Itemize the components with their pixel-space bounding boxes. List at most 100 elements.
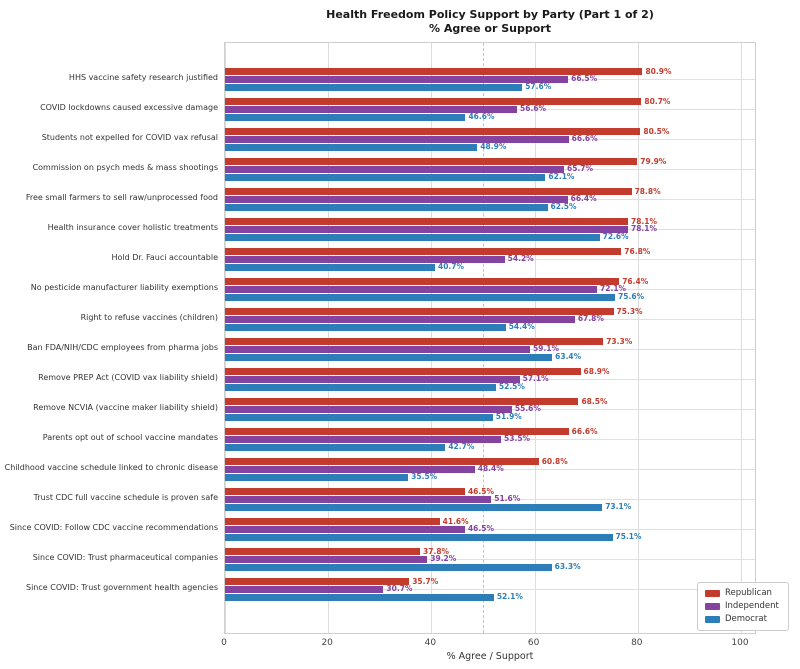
bar-republican — [225, 518, 440, 525]
bar-independent — [225, 375, 520, 383]
y-category-label: Trust CDC full vaccine schedule is prove… — [33, 493, 218, 503]
value-label-independent: 66.5% — [571, 74, 598, 84]
gridline-y — [225, 468, 755, 470]
value-label-independent: 51.6% — [494, 494, 521, 504]
value-label-republican: 80.5% — [643, 126, 670, 136]
bar-republican — [225, 68, 643, 75]
y-category-label: No pesticide manufacturer liability exem… — [30, 283, 218, 293]
bar-republican — [225, 98, 642, 105]
value-label-republican: 60.8% — [541, 456, 568, 466]
bar-democrat — [225, 443, 446, 451]
y-category-label: Remove NCVIA (vaccine maker liability sh… — [33, 403, 218, 413]
bar-independent — [225, 255, 505, 263]
y-category-label: Free small farmers to sell raw/unprocess… — [25, 193, 218, 203]
bar-democrat — [225, 353, 553, 361]
value-label-democrat: 72.6% — [602, 232, 629, 242]
legend-swatch-republican — [705, 590, 720, 597]
legend-label: Democrat — [725, 614, 767, 624]
value-label-democrat: 51.9% — [495, 412, 522, 422]
bar-independent — [225, 585, 384, 593]
bar-independent — [225, 495, 492, 503]
y-category-label: Since COVID: Trust government health age… — [26, 583, 218, 593]
bar-independent — [225, 435, 502, 443]
bar-republican — [225, 578, 410, 585]
chart-title: Health Freedom Policy Support by Party (… — [326, 8, 654, 21]
bar-republican — [225, 368, 581, 375]
value-label-democrat: 42.7% — [448, 442, 475, 452]
bar-democrat — [225, 593, 494, 601]
x-tick-label: 40 — [424, 638, 437, 648]
value-label-democrat: 52.1% — [496, 592, 523, 602]
value-label-democrat: 62.5% — [550, 202, 577, 212]
bar-independent — [225, 285, 598, 293]
bar-independent — [225, 555, 428, 563]
y-category-label: Right to refuse vaccines (children) — [80, 313, 218, 323]
bar-democrat — [225, 563, 552, 571]
value-label-republican: 80.9% — [645, 66, 672, 76]
value-label-republican: 75.3% — [616, 306, 643, 316]
gridline-y — [225, 558, 755, 560]
value-label-independent: 72.1% — [600, 284, 627, 294]
legend-swatch-independent — [705, 603, 720, 610]
bar-democrat — [225, 383, 496, 391]
x-tick-label: 80 — [631, 638, 643, 648]
value-label-republican: 37.8% — [423, 546, 450, 556]
legend-label: Independent — [725, 601, 779, 611]
bar-democrat — [225, 323, 506, 331]
value-label-republican: 68.5% — [581, 396, 608, 406]
y-category-label: Childhood vaccine schedule linked to chr… — [4, 463, 218, 473]
y-category-label: Parents opt out of school vaccine mandat… — [42, 433, 218, 443]
value-label-independent: 48.4% — [477, 464, 504, 474]
value-label-republican: 68.9% — [583, 366, 610, 376]
y-category-label: COVID lockdowns caused excessive damage — [40, 103, 218, 113]
value-label-independent: 66.6% — [571, 134, 598, 144]
bar-democrat — [225, 233, 600, 241]
legend-item-independent: Independent — [705, 602, 779, 611]
value-label-independent: 65.7% — [567, 164, 594, 174]
value-label-democrat: 73.1% — [605, 502, 632, 512]
value-label-independent: 67.8% — [577, 314, 604, 324]
value-label-independent: 56.6% — [520, 104, 547, 114]
bar-democrat — [225, 473, 409, 481]
bar-republican — [225, 428, 569, 435]
legend-swatch-democrat — [705, 616, 720, 623]
y-category-label: HHS vaccine safety research justified — [68, 73, 218, 83]
value-label-republican: 73.3% — [606, 336, 633, 346]
y-category-label: Since COVID: Trust pharmaceutical compan… — [32, 553, 218, 563]
x-axis-label: % Agree / Support — [446, 651, 534, 662]
value-label-democrat: 62.1% — [548, 172, 575, 182]
value-label-democrat: 75.6% — [618, 292, 645, 302]
bar-republican — [225, 308, 614, 315]
bar-independent — [225, 405, 512, 413]
bar-republican — [225, 188, 632, 195]
y-category-label: Remove PREP Act (COVID vax liability shi… — [38, 373, 218, 383]
value-label-democrat: 40.7% — [438, 262, 465, 272]
y-category-label: Since COVID: Follow CDC vaccine recommen… — [9, 523, 218, 533]
bar-independent — [225, 165, 564, 173]
bar-democrat — [225, 173, 546, 181]
bar-independent — [225, 465, 475, 473]
value-label-independent: 46.5% — [467, 524, 494, 534]
value-label-republican: 76.4% — [622, 276, 649, 286]
value-label-republican: 80.7% — [644, 96, 671, 106]
value-label-democrat: 57.6% — [525, 82, 552, 92]
value-label-republican: 79.9% — [640, 156, 667, 166]
value-label-republican: 46.5% — [467, 486, 494, 496]
value-label-independent: 66.4% — [570, 194, 597, 204]
bar-republican — [225, 158, 638, 165]
value-label-independent: 55.6% — [514, 404, 541, 414]
bar-independent — [225, 195, 568, 203]
value-label-democrat: 75.1% — [615, 532, 642, 542]
bar-republican — [225, 128, 641, 135]
bar-independent — [225, 105, 518, 113]
y-category-label: Students not expelled for COVID vax refu… — [41, 133, 218, 143]
value-label-democrat: 48.9% — [480, 142, 507, 152]
gridline-y — [225, 588, 755, 590]
bar-independent — [225, 525, 465, 533]
bar-independent — [225, 75, 569, 83]
chart-subtitle: % Agree or Support — [429, 22, 551, 35]
value-label-independent: 30.7% — [386, 584, 413, 594]
y-category-label: Health insurance cover holistic treatmen… — [47, 223, 218, 233]
y-category-label: Commission on psych meds & mass shooting… — [32, 163, 218, 173]
